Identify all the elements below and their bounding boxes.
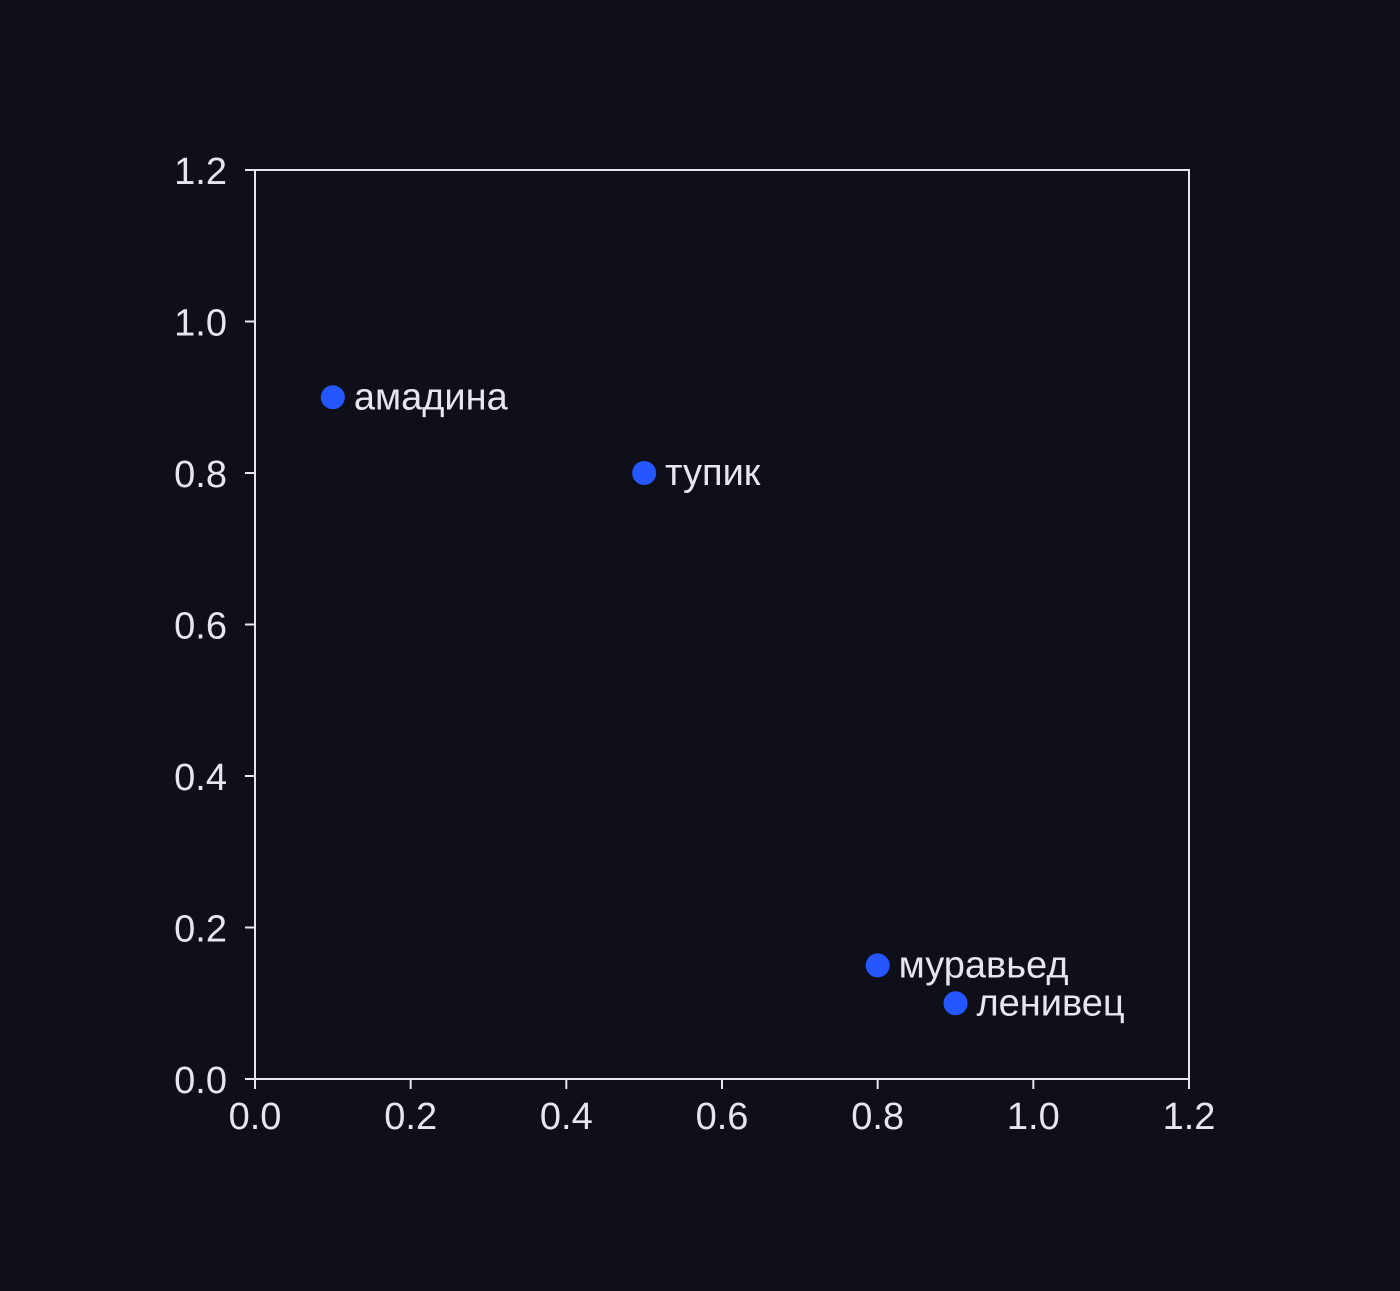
axes bbox=[254, 169, 1190, 1080]
x-tick-label: 1.2 bbox=[1163, 1096, 1216, 1138]
data-point-label: муравьед bbox=[899, 944, 1069, 986]
y-tick-label: 0.8 bbox=[174, 454, 227, 496]
data-point-group: ленивец bbox=[943, 982, 1125, 1024]
data-point-group: амадина bbox=[320, 376, 509, 418]
data-point-label: тупик bbox=[665, 452, 761, 494]
x-tick-label: 0.0 bbox=[229, 1096, 282, 1138]
x-tick-label: 0.6 bbox=[696, 1096, 749, 1138]
data-point bbox=[943, 991, 968, 1016]
y-tick-label: 1.2 bbox=[174, 151, 227, 193]
x-tick-label: 0.8 bbox=[851, 1096, 904, 1138]
y-tick-label: 0.6 bbox=[174, 606, 227, 648]
data-point-label: амадина bbox=[354, 376, 509, 418]
data-point bbox=[320, 385, 345, 410]
y-tick-label: 0.2 bbox=[174, 909, 227, 951]
data-point bbox=[632, 461, 657, 485]
y-tick-label: 0.4 bbox=[174, 757, 227, 799]
x-tick-label: 0.2 bbox=[384, 1096, 437, 1138]
data-point bbox=[865, 953, 890, 978]
y-tick-label: 1.0 bbox=[174, 303, 227, 345]
ticks: 0.0 0.2 0.4 0.6 0.8 1.0 1.2 0.0 0.2 0.4 0.6 0.8 1.0 1… bbox=[174, 151, 1215, 1138]
plot-frame bbox=[254, 169, 1190, 1080]
data-point-group: муравьед bbox=[865, 944, 1069, 986]
x-tick-label: 1.0 bbox=[1007, 1096, 1060, 1138]
data-point-label: ленивец bbox=[977, 982, 1125, 1024]
x-tick-label: 0.4 bbox=[540, 1096, 593, 1138]
y-tick-label: 0.0 bbox=[174, 1060, 227, 1102]
data-point-group: тупик bbox=[632, 452, 761, 494]
